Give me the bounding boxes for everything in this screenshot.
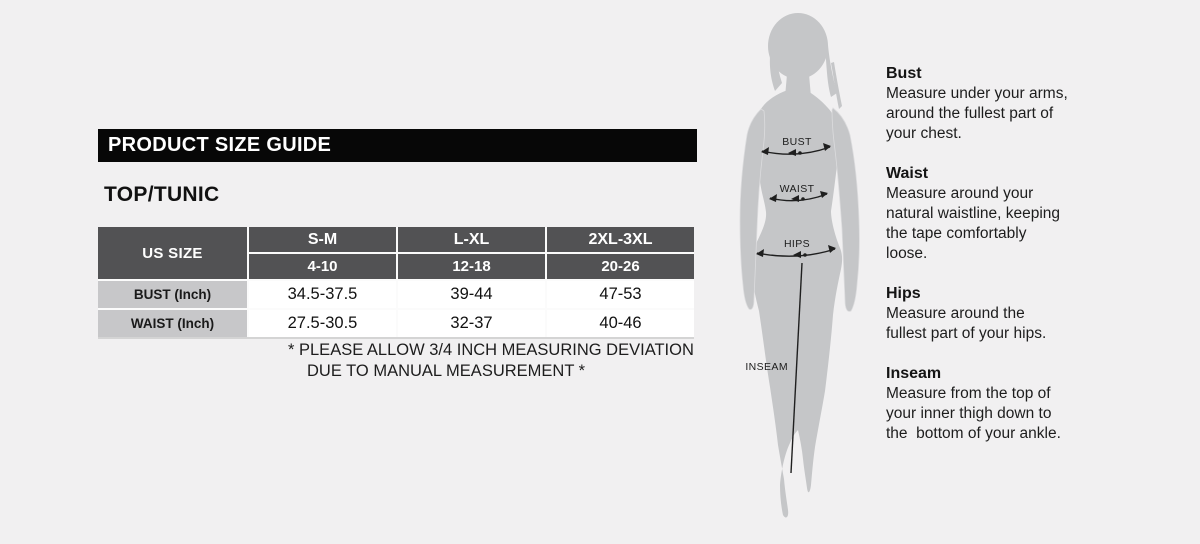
- guide-section-bust: Bust Measure under your arms, around the…: [886, 64, 1091, 144]
- table-cell-waist-sm: 27.5-30.5: [249, 310, 396, 337]
- hips-label: HIPS: [784, 238, 810, 250]
- inseam-measure-mark: INSEAM: [745, 262, 803, 474]
- waist-measure-mark: WAIST: [769, 183, 828, 202]
- section-title-top-tunic: TOP/TUNIC: [104, 183, 220, 206]
- table-header-range-sm: 4-10: [249, 254, 396, 279]
- guide-text-line: the tape comfortably: [886, 225, 1027, 242]
- banner-product-size-guide: PRODUCT SIZE GUIDE: [98, 129, 697, 162]
- guide-section-inseam: Inseam Measure from the top of your inne…: [886, 364, 1091, 444]
- table-row-label-bust: BUST (Inch): [98, 281, 247, 308]
- guide-section-waist: Waist Measure around your natural waistl…: [886, 164, 1091, 264]
- guide-title-hips: Hips: [886, 285, 921, 302]
- bust-measure-mark: BUST: [761, 136, 831, 156]
- silhouette-left-arm: [739, 108, 766, 310]
- guide-text-line: natural waistline, keeping: [886, 205, 1061, 222]
- guide-text-line: around the fullest part of: [886, 105, 1054, 122]
- table-corner-us-size: US SIZE: [98, 227, 247, 279]
- table-cell-waist-lxl: 32-37: [398, 310, 545, 337]
- measurement-note-line2: DUE TO MANUAL MEASUREMENT *: [307, 362, 586, 380]
- guide-text-line: Measure around the: [886, 305, 1025, 322]
- measuring-guide-column: Bust Measure under your arms, around the…: [886, 64, 1091, 464]
- table-header-range-lxl: 12-18: [398, 254, 545, 279]
- table-row-label-waist: WAIST (Inch): [98, 310, 247, 337]
- guide-text-line: fullest part of your hips.: [886, 325, 1047, 342]
- table-cell-bust-lxl: 39-44: [398, 281, 545, 308]
- table-header-range-2xl3xl: 20-26: [547, 254, 694, 279]
- guide-text-line: Measure under your arms,: [886, 85, 1068, 102]
- female-silhouette-illustration: BUST WAIST HIPS INSEAM: [739, 13, 860, 518]
- guide-text-line: your chest.: [886, 125, 962, 142]
- guide-title-bust: Bust: [886, 65, 922, 82]
- guide-section-hips: Hips Measure around the fullest part of …: [886, 284, 1091, 344]
- guide-text-line: Measure from the top of: [886, 385, 1051, 402]
- silhouette-right-arm: [831, 107, 860, 312]
- bust-label: BUST: [782, 136, 812, 148]
- guide-text-line: Measure around your: [886, 185, 1034, 202]
- table-cell-bust-2xl3xl: 47-53: [547, 281, 694, 308]
- inseam-label: INSEAM: [745, 361, 788, 373]
- measurement-note-line1: * PLEASE ALLOW 3/4 INCH MEASURING DEVIAT…: [288, 341, 694, 359]
- banner-title: PRODUCT SIZE GUIDE: [108, 134, 332, 156]
- guide-title-inseam: Inseam: [886, 365, 942, 382]
- table-cell-bust-sm: 34.5-37.5: [249, 281, 396, 308]
- waist-label: WAIST: [780, 183, 815, 195]
- guide-text-line: the bottom of your ankle.: [886, 425, 1061, 442]
- table-cell-waist-2xl3xl: 40-46: [547, 310, 694, 337]
- guide-text-line: loose.: [886, 245, 928, 262]
- table-header-size-lxl: L-XL: [398, 227, 545, 252]
- hips-measure-mark: HIPS: [756, 238, 836, 258]
- size-table: US SIZE S-M L-XL 2XL-3XL 4-10 12-18 20-2…: [98, 227, 694, 339]
- silhouette-head: [768, 13, 842, 109]
- guide-title-waist: Waist: [886, 165, 929, 182]
- body-measurement-diagram: BUST WAIST HIPS INSEAM: [725, 5, 895, 535]
- table-header-size-2xl3xl: 2XL-3XL: [547, 227, 694, 252]
- table-header-size-sm: S-M: [249, 227, 396, 252]
- guide-text-line: your inner thigh down to: [886, 405, 1052, 422]
